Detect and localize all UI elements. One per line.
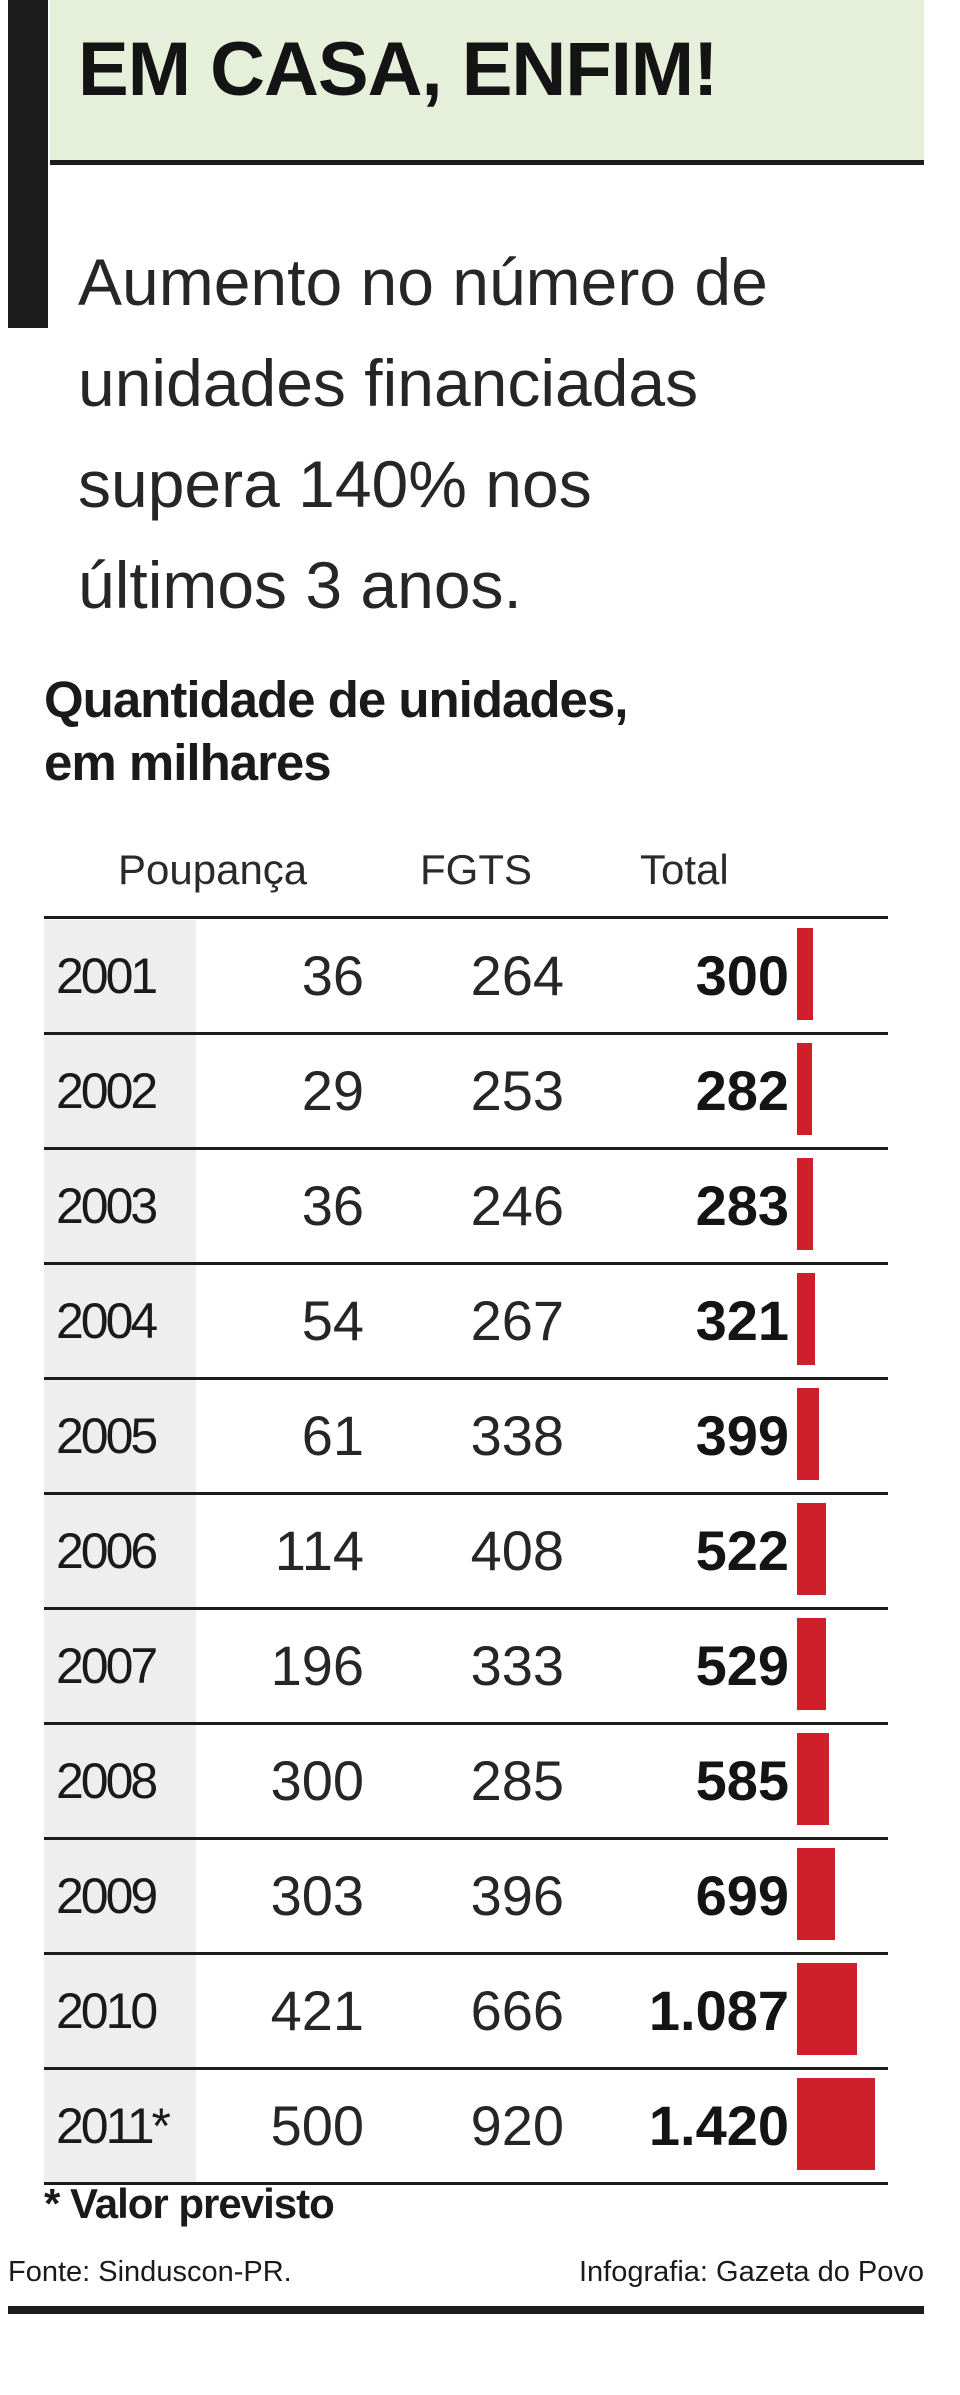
total-bar: [797, 1503, 826, 1595]
footnote: * Valor previsto: [44, 2180, 335, 2227]
table-row: 2005 61 338 399: [44, 1380, 888, 1495]
subtitle-line: últimos 3 anos.: [78, 548, 522, 622]
table-row: 2010 421 666 1.087: [44, 1955, 888, 2070]
subtitle: Aumento no número de unidades financiada…: [78, 232, 938, 636]
year-cell: 2003: [44, 1150, 196, 1262]
year-cell: 2009: [44, 1840, 196, 1952]
total-cell: 1.420: [648, 2094, 789, 2157]
poupanca-cell: 29: [301, 1059, 364, 1122]
total-bar: [797, 1158, 813, 1250]
year-cell: 2001: [44, 920, 196, 1032]
total-cell: 282: [695, 1059, 789, 1122]
year-cell: 2010: [44, 1955, 196, 2067]
year-cell: 2005: [44, 1380, 196, 1492]
table-row: 2008 300 285 585: [44, 1725, 888, 1840]
total-bar: [797, 1963, 857, 2055]
fgts-cell: 264: [470, 944, 564, 1007]
table-row: 2001 36 264 300: [44, 920, 888, 1035]
poupanca-cell: 54: [301, 1289, 364, 1352]
fgts-cell: 920: [470, 2094, 564, 2157]
year-cell: 2002: [44, 1035, 196, 1147]
table-row: 2002 29 253 282: [44, 1035, 888, 1150]
fgts-cell: 285: [470, 1749, 564, 1812]
source-credit: Fonte: Sinduscon-PR.: [8, 2256, 292, 2288]
table-row: 2011* 500 920 1.420: [44, 2070, 888, 2185]
total-bar: [797, 1043, 812, 1135]
total-cell: 585: [695, 1749, 789, 1812]
poupanca-cell: 300: [270, 1749, 364, 1812]
total-cell: 283: [695, 1174, 789, 1237]
column-header-total: Total: [640, 846, 729, 893]
total-cell: 699: [695, 1864, 789, 1927]
total-bar: [797, 1388, 819, 1480]
fgts-cell: 267: [470, 1289, 564, 1352]
table-row: 2006 114 408 522: [44, 1495, 888, 1610]
poupanca-cell: 196: [270, 1634, 364, 1697]
fgts-cell: 333: [470, 1634, 564, 1697]
total-cell: 1.087: [648, 1979, 789, 2042]
poupanca-cell: 303: [270, 1864, 364, 1927]
table-row: 2007 196 333 529: [44, 1610, 888, 1725]
poupanca-cell: 114: [274, 1519, 364, 1582]
chart-title: Quantidade de unidades, em milhares: [44, 668, 924, 794]
title-box: EM CASA, ENFIM!: [50, 0, 924, 165]
table-row: 2004 54 267 321: [44, 1265, 888, 1380]
table-row: 2003 36 246 283: [44, 1150, 888, 1265]
total-bar: [797, 2078, 875, 2170]
poupanca-cell: 36: [301, 1174, 364, 1237]
fgts-cell: 253: [470, 1059, 564, 1122]
chart-title-line: em milhares: [44, 734, 332, 791]
bottom-rule: [8, 2306, 924, 2314]
accent-bar: [8, 0, 48, 328]
poupanca-cell: 36: [301, 944, 364, 1007]
poupanca-cell: 61: [301, 1404, 364, 1467]
poupanca-cell: 500: [270, 2094, 364, 2157]
fgts-cell: 246: [470, 1174, 564, 1237]
year-cell: 2007: [44, 1610, 196, 1722]
total-bar: [797, 1273, 815, 1365]
total-bar: [797, 1848, 835, 1940]
fgts-cell: 338: [470, 1404, 564, 1467]
year-cell: 2008: [44, 1725, 196, 1837]
year-cell: 2004: [44, 1265, 196, 1377]
table-top-rule: [44, 916, 888, 919]
poupanca-cell: 421: [270, 1979, 364, 2042]
total-cell: 300: [695, 944, 789, 1007]
column-header-fgts: FGTS: [420, 846, 532, 893]
total-bar: [797, 1733, 829, 1825]
subtitle-line: unidades financiadas: [78, 346, 699, 420]
total-cell: 529: [695, 1634, 789, 1697]
total-bar: [797, 1618, 826, 1710]
subtitle-line: Aumento no número de: [78, 245, 768, 319]
total-cell: 522: [695, 1519, 789, 1582]
year-cell: 2011*: [44, 2070, 196, 2182]
fgts-cell: 408: [470, 1519, 564, 1582]
total-bar: [797, 928, 813, 1020]
column-header-poupanca: Poupança: [118, 846, 308, 893]
fgts-cell: 396: [470, 1864, 564, 1927]
page-title: EM CASA, ENFIM!: [78, 27, 718, 112]
table-row: 2009 303 396 699: [44, 1840, 888, 1955]
fgts-cell: 666: [470, 1979, 564, 2042]
subtitle-line: supera 140% nos: [78, 447, 592, 521]
total-cell: 399: [695, 1404, 789, 1467]
year-cell: 2006: [44, 1495, 196, 1607]
infographic-credit: Infografia: Gazeta do Povo: [579, 2256, 924, 2288]
chart-title-line: Quantidade de unidades,: [44, 671, 628, 728]
total-cell: 321: [695, 1289, 789, 1352]
